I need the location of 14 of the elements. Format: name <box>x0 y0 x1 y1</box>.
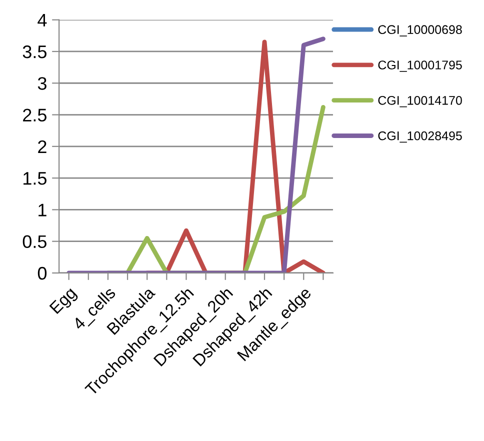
y-tick-label: 1 <box>38 204 46 216</box>
legend-label: CGI_10001795 <box>378 60 462 72</box>
y-tick-label: 2 <box>38 140 46 153</box>
x-tick-label: Egg <box>49 286 80 316</box>
y-tick-label: 0.5 <box>22 235 46 248</box>
y-tick-label: 2.5 <box>23 108 46 122</box>
legend-label: CGI_10028495 <box>378 131 462 143</box>
y-tick-label: 4 <box>38 14 47 26</box>
legend-label: CGI_10000698 <box>378 25 462 36</box>
y-tick-label: 0 <box>38 266 47 280</box>
y-tick-label: 3 <box>38 77 46 90</box>
y-tick-label: 1.5 <box>24 172 46 185</box>
y-tick-label: 3.5 <box>22 45 46 58</box>
legend-label: CGI_10014170 <box>378 96 462 108</box>
